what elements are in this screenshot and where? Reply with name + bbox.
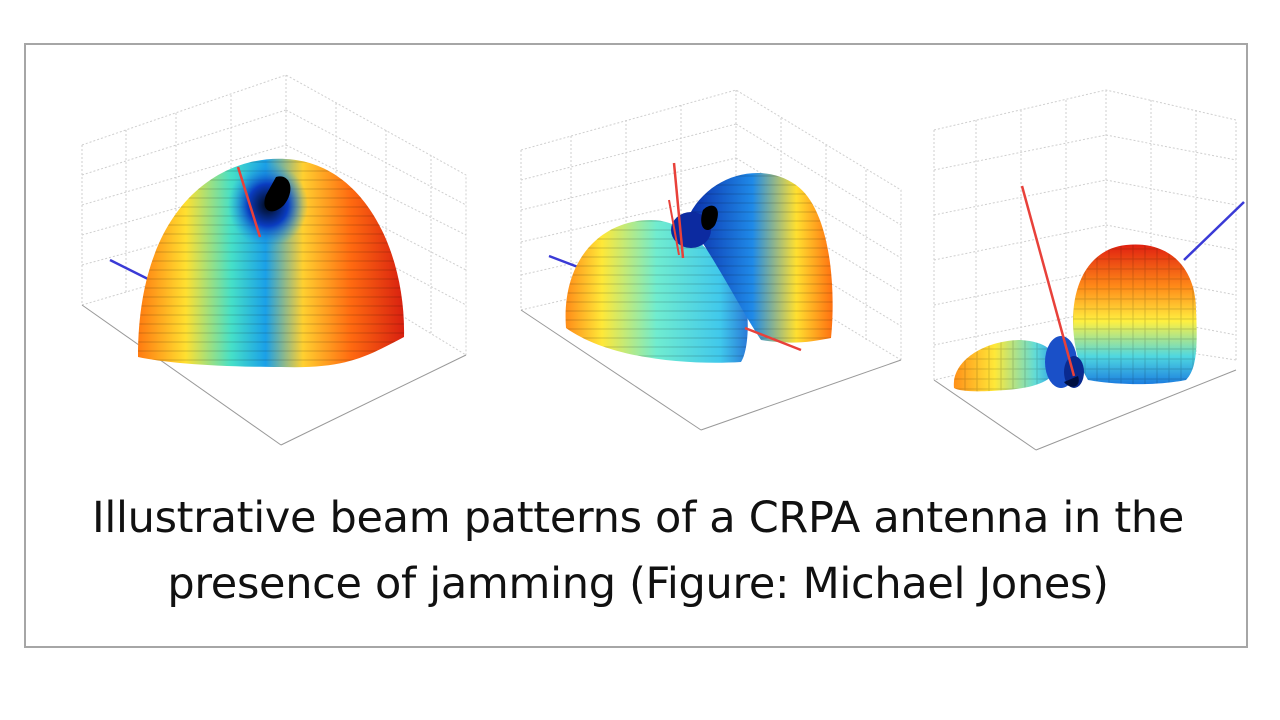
beam-pattern-plot-2: [491, 60, 911, 440]
red-pointer: [236, 166, 262, 238]
figure-frame: Illustrative beam patterns of a CRPA ant…: [24, 43, 1248, 648]
beam-pattern-plot-1: [46, 55, 486, 455]
floor-axes: [81, 304, 467, 446]
caption-line-2: presence of jamming (Figure: Michael Jon…: [167, 559, 1109, 609]
beam-pattern-plot-3: [906, 50, 1251, 470]
blue-pointer: [1183, 201, 1245, 261]
caption-line-1: Illustrative beam patterns of a CRPA ant…: [91, 493, 1185, 543]
red-pointer: [1020, 185, 1076, 377]
figure-caption: Illustrative beam patterns of a CRPA ant…: [26, 485, 1250, 617]
